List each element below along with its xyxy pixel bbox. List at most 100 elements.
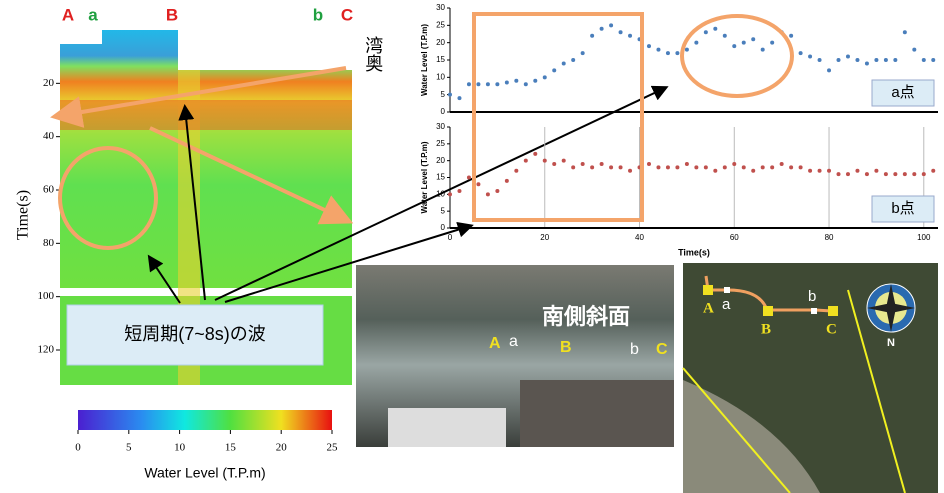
data-point xyxy=(770,165,774,169)
data-point xyxy=(628,169,632,173)
legend-label: b点 xyxy=(891,200,914,217)
y-tick-label: 10 xyxy=(436,189,445,198)
data-point xyxy=(571,165,575,169)
data-point xyxy=(619,30,623,34)
data-point xyxy=(713,169,717,173)
y-tick-label: 80 xyxy=(43,237,55,249)
colorbar-tick-label: 5 xyxy=(126,442,132,454)
data-point xyxy=(552,68,556,72)
data-point xyxy=(865,172,869,176)
data-point xyxy=(581,51,585,55)
colorbar-tick-label: 10 xyxy=(174,442,186,454)
data-point xyxy=(780,162,784,166)
heatmap-blank xyxy=(178,30,352,70)
y-tick-label: 0 xyxy=(441,223,446,232)
data-point xyxy=(505,179,509,183)
photo-building xyxy=(520,380,674,447)
data-point xyxy=(827,68,831,72)
data-point xyxy=(571,58,575,62)
y-axis-label: Water Level (T.P.m) xyxy=(420,141,429,213)
data-point xyxy=(647,162,651,166)
data-point xyxy=(723,165,727,169)
data-point xyxy=(514,79,518,83)
data-point xyxy=(524,82,528,86)
data-point xyxy=(808,169,812,173)
data-point xyxy=(600,27,604,31)
data-point xyxy=(486,82,490,86)
data-point xyxy=(742,41,746,45)
data-point xyxy=(476,82,480,86)
x-axis-label: Time(s) xyxy=(678,247,710,257)
photo-label: A xyxy=(489,335,501,352)
x-tick-label: 60 xyxy=(730,233,739,242)
data-point xyxy=(581,162,585,166)
data-point xyxy=(808,55,812,59)
data-point xyxy=(799,51,803,55)
data-point xyxy=(837,172,841,176)
data-point xyxy=(609,23,613,27)
data-point xyxy=(495,82,499,86)
data-point xyxy=(742,165,746,169)
colorbar-tick-label: 0 xyxy=(75,442,81,454)
data-point xyxy=(685,48,689,52)
colorbar-tick-label: 20 xyxy=(276,442,288,454)
heatmap-blank xyxy=(60,30,102,44)
data-point xyxy=(837,58,841,62)
data-point xyxy=(799,165,803,169)
data-point xyxy=(818,169,822,173)
data-point xyxy=(543,75,547,79)
data-point xyxy=(590,165,594,169)
column-label: a xyxy=(88,5,98,24)
data-point xyxy=(855,169,859,173)
data-point xyxy=(893,58,897,62)
data-point xyxy=(562,61,566,65)
photo-label: b xyxy=(630,341,639,358)
data-point xyxy=(912,48,916,52)
photo-label: C xyxy=(656,341,668,358)
data-point xyxy=(732,162,736,166)
map-point xyxy=(703,285,713,295)
y-tick-label: 30 xyxy=(436,3,445,12)
data-point xyxy=(732,44,736,48)
x-tick-label: 40 xyxy=(635,233,644,242)
data-point xyxy=(505,81,509,85)
data-point xyxy=(600,162,604,166)
data-point xyxy=(846,55,850,59)
data-point xyxy=(609,165,613,169)
data-point xyxy=(865,61,869,65)
map-label: a xyxy=(722,296,731,313)
y-tick-label: 120 xyxy=(38,344,55,356)
map-point xyxy=(763,306,773,316)
data-point xyxy=(666,51,670,55)
data-point xyxy=(903,30,907,34)
data-point xyxy=(467,82,471,86)
y-tick-label: 5 xyxy=(441,206,446,215)
y-tick-label: 25 xyxy=(436,20,445,29)
y-tick-label: 60 xyxy=(43,184,55,196)
legend-label: a点 xyxy=(891,84,914,101)
data-point xyxy=(628,34,632,38)
y-tick-label: 20 xyxy=(43,77,55,89)
photo-label: B xyxy=(560,339,572,356)
x-tick-label: 80 xyxy=(825,233,834,242)
data-point xyxy=(704,30,708,34)
column-label: C xyxy=(341,5,353,24)
colorbar xyxy=(78,410,332,430)
photo-label: a xyxy=(509,333,518,350)
data-point xyxy=(922,58,926,62)
y-tick-label: 30 xyxy=(436,122,445,131)
data-point xyxy=(770,41,774,45)
data-point xyxy=(761,165,765,169)
figure: 20406080100120Time(s)AaBbC0510152025Wate… xyxy=(0,0,944,493)
data-point xyxy=(524,159,528,163)
data-point xyxy=(884,172,888,176)
data-point xyxy=(467,176,471,180)
highlight-box xyxy=(474,14,642,220)
map-label: b xyxy=(808,288,816,305)
map-point xyxy=(828,306,838,316)
photo-building xyxy=(388,408,506,447)
map-label: A xyxy=(703,300,714,316)
data-point xyxy=(590,34,594,38)
data-point xyxy=(846,172,850,176)
data-point xyxy=(486,192,490,196)
